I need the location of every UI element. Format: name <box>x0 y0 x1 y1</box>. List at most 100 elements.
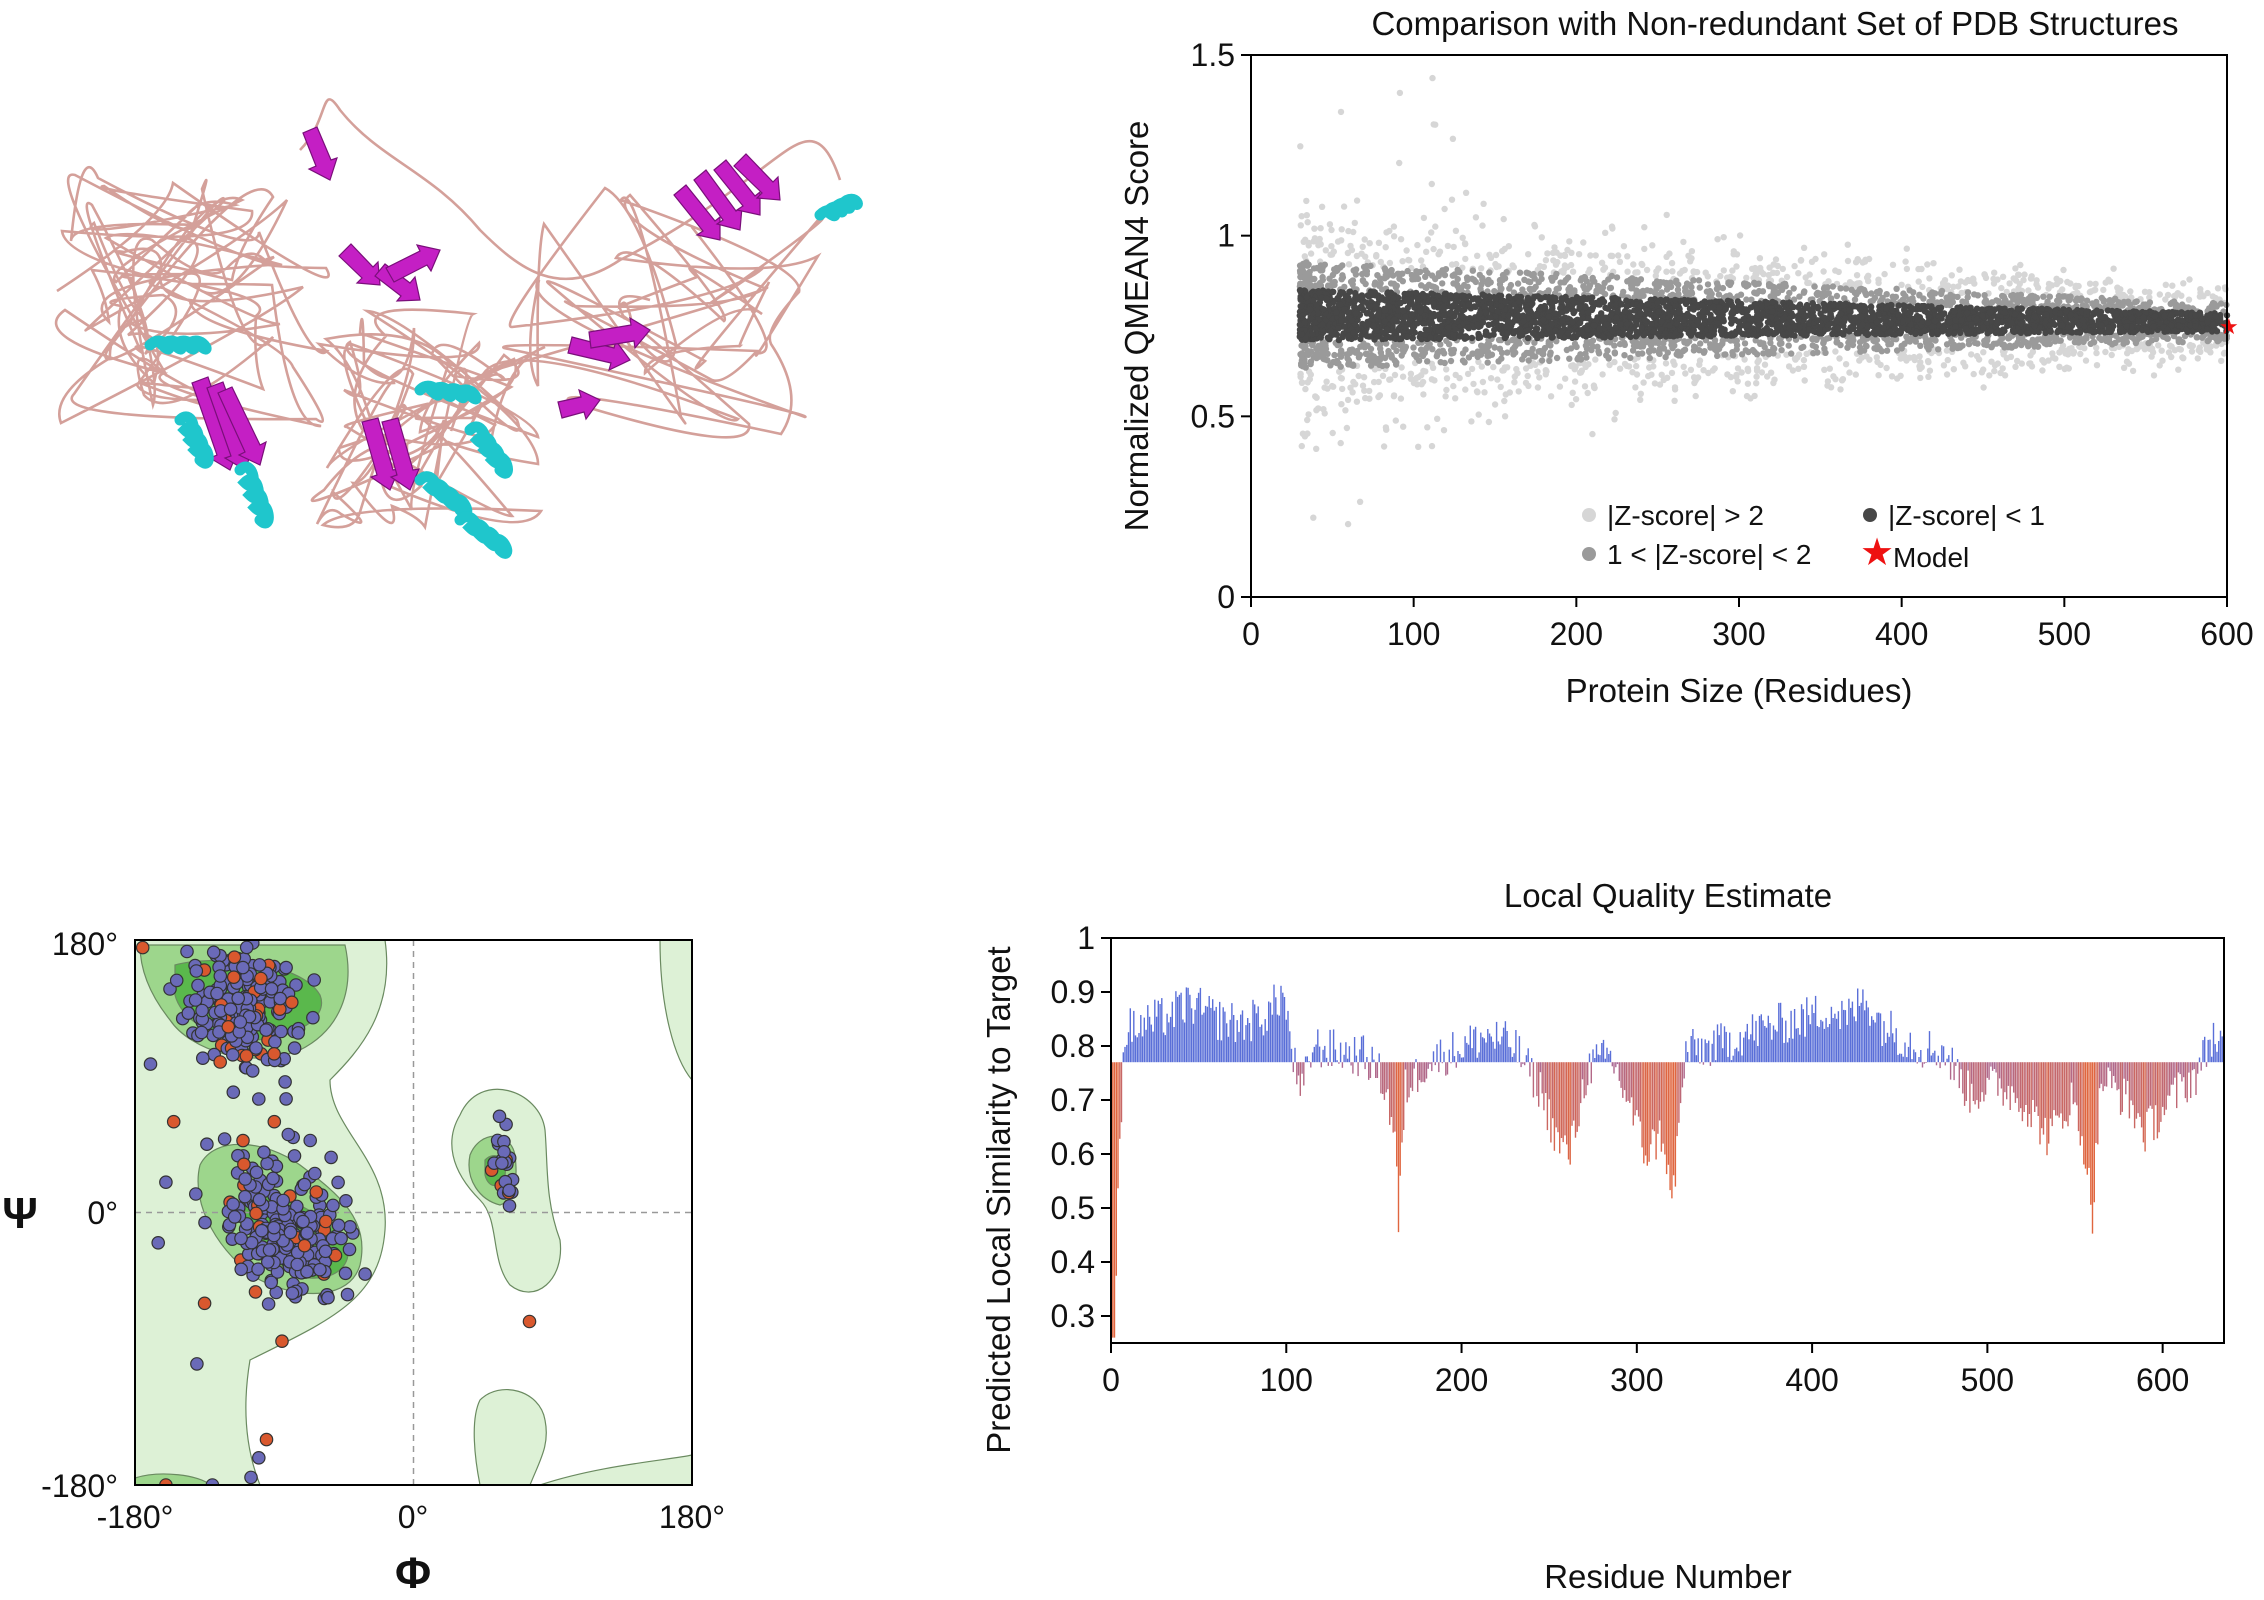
qmean-point-z-gt2 <box>1317 241 1324 248</box>
qmean-point-z-gt2 <box>1911 356 1918 364</box>
qmean-point-z-1to2 <box>1443 337 1450 345</box>
beta-strand-arrow <box>217 386 267 466</box>
qmean-point-z-gt2 <box>1692 392 1699 400</box>
qmean-point-z-1to2 <box>1439 280 1446 287</box>
qmean-point-z-gt2 <box>1729 267 1736 274</box>
qmean-point-z-gt2 <box>1658 371 1665 378</box>
qmean-point-z-gt2 <box>1430 245 1437 253</box>
qmean-point-z-1to2 <box>2109 341 2116 348</box>
qmean-point-z-1to2 <box>1338 348 1345 356</box>
qmean-point-z-1to2 <box>2067 293 2074 300</box>
qmean-point-z-1to2 <box>1589 343 1596 350</box>
qmean-point-z-1to2 <box>1664 349 1671 356</box>
qmean-point-z-1to2 <box>2043 341 2050 348</box>
qmean-point-z-1to2 <box>1310 354 1317 361</box>
qmean-point-z-gt2 <box>1606 361 1613 369</box>
qmean-point-z-gt2 <box>1743 392 1751 400</box>
qmean-point-z-lt1 <box>1690 297 1698 304</box>
qmean-point-z-gt2 <box>1837 386 1844 393</box>
qmean-point-z-gt2 <box>1544 250 1551 257</box>
qmean-point-z-gt2 <box>1339 385 1346 393</box>
qmean-point-z-gt2 <box>1397 395 1405 402</box>
qmean-point-z-gt2 <box>1943 371 1951 378</box>
qmean-point-z-gt2 <box>1501 413 1509 420</box>
qmean-point-z-gt2 <box>2061 365 2068 373</box>
qmean-point-z-gt2 <box>1766 264 1773 271</box>
qmean-point-z-gt2 <box>1547 393 1555 400</box>
qmean-point-z-lt1 <box>1735 307 1742 314</box>
qmean-point-z-1to2 <box>1935 346 1942 353</box>
qmean-point-z-1to2 <box>2011 342 2018 349</box>
qmean-point-z-1to2 <box>1809 336 1816 343</box>
qmean-point-z-gt2 <box>2146 294 2153 301</box>
qmean-point-z-1to2 <box>1748 296 1755 303</box>
qmean-point-z-gt2 <box>1572 396 1580 403</box>
qmean-point-z-1to2 <box>1491 288 1498 295</box>
qmean-point-z-gt2 <box>1531 221 1538 229</box>
qmean-point-z-gt2 <box>1297 222 1304 229</box>
qmean-point-z-gt2 <box>1418 381 1425 388</box>
qmean-point-z-gt2 <box>2045 357 2052 364</box>
qmean-point-z-1to2 <box>1628 285 1635 292</box>
qmean-point-z-1to2 <box>1417 346 1425 353</box>
qmean-point-z-gt2 <box>2186 276 2193 283</box>
qmean-point-z-1to2 <box>2098 336 2105 344</box>
qmean-point-z-1to2 <box>1339 262 1346 269</box>
qmean-point-z-1to2 <box>1506 285 1513 292</box>
qmean-point-z-1to2 <box>1402 343 1410 351</box>
qmean-point-z-1to2 <box>1495 336 1503 344</box>
qmean-point-z-1to2 <box>1624 278 1631 285</box>
qmean-point-z-lt1 <box>1699 302 1706 309</box>
qmean-point-z-1to2 <box>1893 347 1901 354</box>
qmean-point-z-gt2 <box>1444 242 1452 250</box>
qmean-point-z-1to2 <box>1516 269 1524 276</box>
qmean-point-z-gt2 <box>2158 347 2165 354</box>
qmean-point-z-1to2 <box>1923 339 1930 347</box>
beta-strand-arrow <box>557 388 601 421</box>
qmean-point-z-1to2 <box>1871 345 1878 352</box>
qmean-point-z-gt2 <box>1842 361 1850 368</box>
qmean-point-z-gt2 <box>1950 366 1957 373</box>
qmean-point-z-lt1 <box>1851 303 1858 310</box>
qmean-point-z-1to2 <box>1355 354 1363 361</box>
qmean-point-z-gt2 <box>1844 257 1852 265</box>
qmean-point-z-gt2 <box>2062 350 2069 357</box>
qmean-point-z-gt2 <box>1637 390 1644 397</box>
qmean-point-z-gt2 <box>1558 268 1565 275</box>
qmean-point-z-gt2 <box>1406 257 1413 264</box>
qmean-point-z-1to2 <box>1929 295 1936 302</box>
qmean-point-z-lt1 <box>1534 325 1541 332</box>
qmean-point-z-gt2 <box>1691 379 1698 387</box>
beta-strand-arrow <box>588 316 651 350</box>
qmean-point-z-gt2 <box>1620 243 1628 250</box>
qmean-point-z-gt2 <box>2007 353 2015 360</box>
qmean-point-z-gt2 <box>1313 407 1320 414</box>
qmean-point-z-gt2 <box>1386 227 1393 235</box>
qmean-point-z-1to2 <box>1778 286 1786 293</box>
qmean-point-z-1to2 <box>1958 334 1965 341</box>
qmean-point-z-gt2 <box>1347 242 1354 250</box>
qmean-point-z-lt1 <box>1341 323 1348 330</box>
qmean-point-z-1to2 <box>2046 335 2053 343</box>
qmean-point-z-1to2 <box>1621 352 1628 359</box>
alpha-helix-ribbon <box>414 380 482 405</box>
qmean-point-z-gt2 <box>1941 277 1949 284</box>
qmean-point-z-1to2 <box>1584 286 1591 293</box>
qmean-point-z-gt2 <box>1801 377 1808 384</box>
qmean-point-z-1to2 <box>1719 337 1726 344</box>
qmean-point-z-gt2 <box>2218 357 2225 365</box>
qmean-point-z-gt2 <box>1522 379 1530 387</box>
qmean-point-z-1to2 <box>1433 353 1440 360</box>
qmean-point-z-1to2 <box>1581 274 1589 281</box>
qmean-point-z-gt2 <box>1479 378 1487 386</box>
qmean-point-z-gt2 <box>2207 343 2215 350</box>
qmean-point-z-1to2 <box>1537 270 1545 277</box>
qmean-point-z-1to2 <box>1876 345 1883 352</box>
qmean-point-z-gt2 <box>1415 374 1422 381</box>
qmean-point-z-1to2 <box>1837 285 1844 292</box>
qmean-point-z-gt2 <box>1429 74 1436 82</box>
qmean-point-z-gt2 <box>1299 430 1307 437</box>
qmean-point-z-lt1 <box>2017 320 2024 328</box>
qmean-point-z-gt2 <box>1585 361 1592 368</box>
qmean-point-z-gt2 <box>1687 258 1694 265</box>
